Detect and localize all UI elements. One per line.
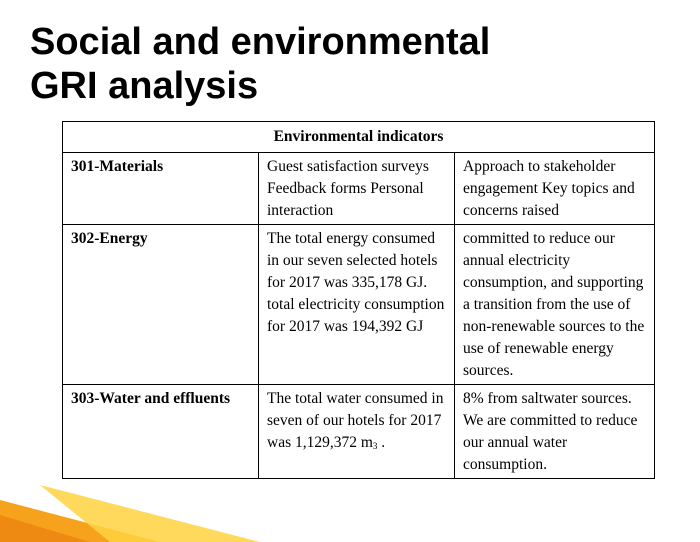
table-cell: committed to reduce our annual electrici… <box>454 224 655 385</box>
slide-title-line-1: Social and environmental <box>30 21 491 63</box>
table-header-row: Environmental indicators <box>62 121 655 153</box>
cell-text: The total water consumed in seven of our… <box>267 390 444 451</box>
table-row: 303-Water and effluents The total water … <box>62 384 655 479</box>
environmental-indicators-table: Environmental indicators 301-Materials G… <box>62 121 655 479</box>
table-row: 301-Materials Guest satisfaction surveys… <box>62 152 655 225</box>
indicator-cell: 301-Materials <box>62 152 259 225</box>
unit-superscript: 3 <box>372 441 378 451</box>
table-cell: 8% from saltwater sources. We are commit… <box>454 384 655 479</box>
table-row: 302-Energy The total energy consumed in … <box>62 224 655 385</box>
table-cell: The total water consumed in seven of our… <box>258 384 455 479</box>
indicator-cell: 302-Energy <box>62 224 259 385</box>
table-cell: The total energy consumed in our seven s… <box>258 224 455 385</box>
slide-title-line-2: GRI analysis <box>30 65 259 107</box>
cell-text-end: . <box>377 434 386 451</box>
table-cell: Approach to stakeholder engagement Key t… <box>454 152 655 225</box>
table-header: Environmental indicators <box>62 121 655 153</box>
indicator-cell: 303-Water and effluents <box>62 384 259 479</box>
slide-title: Social and environmental GRI analysis <box>30 20 490 108</box>
table-cell: Guest satisfaction surveys Feedback form… <box>258 152 455 225</box>
